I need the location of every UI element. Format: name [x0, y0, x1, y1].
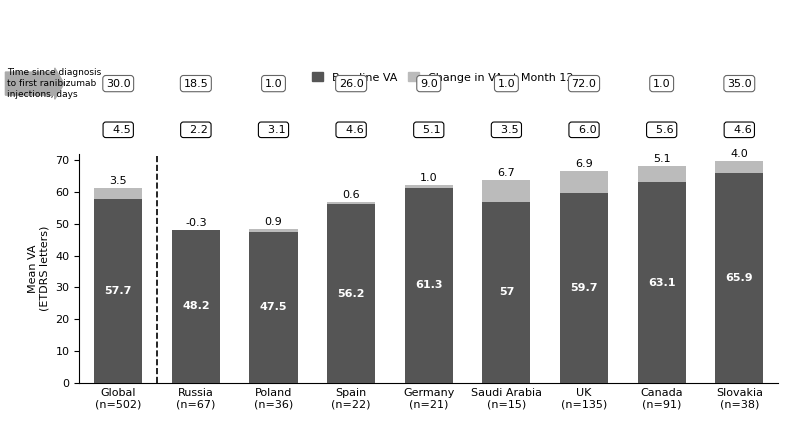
Bar: [715, 173, 763, 383]
Text: 4.0: 4.0: [730, 149, 748, 159]
Bar: [249, 232, 298, 383]
Bar: [327, 202, 376, 204]
Text: 5.1: 5.1: [416, 125, 441, 135]
Bar: [715, 161, 763, 173]
Text: 57.7: 57.7: [105, 286, 132, 296]
Text: 3.5: 3.5: [110, 176, 127, 187]
Legend: Baseline VA, Change in VA at Month 12: Baseline VA, Change in VA at Month 12: [307, 68, 578, 87]
Bar: [172, 230, 220, 383]
Text: 3.5: 3.5: [494, 125, 518, 135]
Bar: [638, 182, 686, 383]
Text: 3.1: 3.1: [261, 125, 286, 135]
Text: -0.3: -0.3: [185, 218, 206, 228]
Text: 18.5: 18.5: [183, 79, 208, 88]
Y-axis label: Mean VA
(ETDRS letters): Mean VA (ETDRS letters): [29, 226, 50, 311]
Text: 72.0: 72.0: [572, 79, 596, 88]
Text: 47.5: 47.5: [260, 302, 287, 312]
Text: 65.9: 65.9: [726, 273, 754, 283]
Text: 35.0: 35.0: [727, 79, 752, 88]
Text: 0.6: 0.6: [342, 191, 360, 200]
Text: 1.0: 1.0: [264, 79, 283, 88]
Text: 9.0: 9.0: [420, 79, 437, 88]
Text: 2.2: 2.2: [183, 125, 208, 135]
Text: 1.0: 1.0: [420, 173, 437, 183]
Text: 59.7: 59.7: [570, 283, 598, 293]
Text: 4.5: 4.5: [106, 125, 130, 135]
Text: 5.1: 5.1: [653, 154, 670, 164]
Bar: [94, 188, 142, 199]
Text: 6.9: 6.9: [575, 159, 593, 169]
Bar: [405, 188, 453, 383]
Bar: [94, 199, 142, 383]
Text: 30.0: 30.0: [106, 79, 130, 88]
Text: 63.1: 63.1: [648, 278, 676, 288]
Text: Time since diagnosis
to first ranibizumab
injections, days: Time since diagnosis to first ranibizuma…: [7, 68, 101, 99]
Text: 1.0: 1.0: [653, 79, 670, 88]
Bar: [327, 204, 376, 383]
Text: 4.6: 4.6: [727, 125, 752, 135]
Bar: [482, 202, 530, 383]
Bar: [638, 166, 686, 182]
Bar: [249, 229, 298, 232]
Text: 48.2: 48.2: [182, 301, 210, 311]
Bar: [482, 180, 530, 202]
Bar: [405, 185, 453, 188]
Text: 57: 57: [499, 287, 514, 297]
Text: 6.7: 6.7: [498, 169, 515, 179]
Bar: [560, 193, 608, 383]
Text: 56.2: 56.2: [337, 289, 365, 298]
Text: 6.0: 6.0: [572, 125, 596, 135]
Text: 26.0: 26.0: [339, 79, 364, 88]
FancyArrow shape: [6, 68, 64, 99]
Text: 4.6: 4.6: [339, 125, 364, 135]
Text: 61.3: 61.3: [415, 280, 442, 290]
Bar: [560, 171, 608, 193]
Text: 1.0: 1.0: [498, 79, 515, 88]
Text: 5.6: 5.6: [649, 125, 674, 135]
Text: 0.9: 0.9: [264, 217, 283, 227]
